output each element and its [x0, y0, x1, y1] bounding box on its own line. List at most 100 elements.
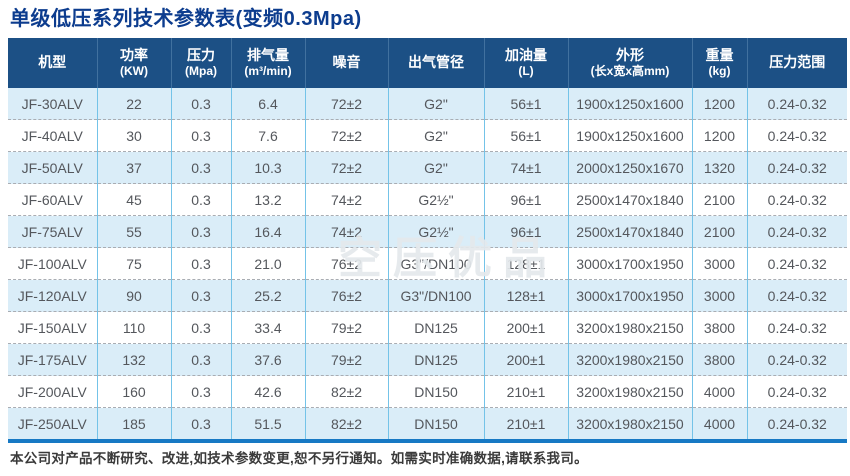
cell-oil: 96±1 — [484, 183, 569, 216]
cell-pressure: 0.3 — [171, 247, 232, 280]
cell-model: JF-30ALV — [8, 88, 98, 120]
cell-pressure-range: 0.24-0.32 — [747, 215, 847, 248]
col-header-outlet: 出气管径 — [388, 38, 485, 88]
cell-pressure-range: 0.24-0.32 — [747, 279, 847, 312]
cell-weight: 3800 — [692, 343, 748, 376]
cell-model: JF-150ALV — [8, 311, 98, 344]
cell-outlet: G3"/DN100 — [388, 247, 485, 280]
cell-noise: 72±2 — [305, 119, 389, 152]
cell-outlet: DN150 — [388, 375, 485, 408]
cell-oil: 128±1 — [484, 247, 569, 280]
table-body: JF-30ALV 22 0.3 6.4 72±2 G2" 56±1 1900x1… — [8, 88, 847, 441]
cell-weight: 1320 — [692, 151, 748, 184]
cell-noise: 74±2 — [305, 183, 389, 216]
table-row: JF-175ALV 132 0.3 37.6 79±2 DN125 200±1 … — [8, 343, 847, 376]
cell-pressure: 0.3 — [171, 183, 232, 216]
col-header-dimensions: 外形 (长x宽x高mm) — [568, 38, 693, 88]
page-title: 单级低压系列技术参数表(变频0.3Mpa) — [10, 8, 362, 30]
cell-pressure-range: 0.24-0.32 — [747, 247, 847, 280]
table-row: JF-50ALV 37 0.3 10.3 72±2 G2" 74±1 2000x… — [8, 151, 847, 184]
cell-displacement: 7.6 — [231, 119, 306, 152]
cell-pressure-range: 0.24-0.32 — [747, 343, 847, 376]
cell-oil: 56±1 — [484, 88, 569, 120]
col-sublabel: (KW) — [120, 64, 148, 79]
cell-model: JF-60ALV — [8, 183, 98, 216]
col-label: 出气管径 — [408, 54, 464, 71]
table-row: JF-75ALV 55 0.3 16.4 74±2 G2½" 96±1 2500… — [8, 215, 847, 248]
cell-outlet: G2" — [388, 88, 485, 120]
table-row: JF-200ALV 160 0.3 42.6 82±2 DN150 210±1 … — [8, 375, 847, 408]
cell-oil: 96±1 — [484, 215, 569, 248]
cell-noise: 72±2 — [305, 88, 389, 120]
cell-displacement: 10.3 — [231, 151, 306, 184]
cell-outlet: G3"/DN100 — [388, 279, 485, 312]
cell-power: 45 — [97, 183, 172, 216]
cell-displacement: 21.0 — [231, 247, 306, 280]
table-row: JF-120ALV 90 0.3 25.2 76±2 G3"/DN100 128… — [8, 279, 847, 312]
cell-noise: 76±2 — [305, 279, 389, 312]
cell-weight: 3000 — [692, 279, 748, 312]
cell-power: 185 — [97, 407, 172, 441]
col-header-noise: 噪音 — [305, 38, 389, 88]
cell-displacement: 25.2 — [231, 279, 306, 312]
table-row: JF-100ALV 75 0.3 21.0 76±2 G3"/DN100 128… — [8, 247, 847, 280]
cell-model: JF-200ALV — [8, 375, 98, 408]
cell-outlet: DN125 — [388, 311, 485, 344]
table-row: JF-40ALV 30 0.3 7.6 72±2 G2" 56±1 1900x1… — [8, 119, 847, 152]
cell-displacement: 51.5 — [231, 407, 306, 441]
cell-displacement: 16.4 — [231, 215, 306, 248]
cell-weight: 2100 — [692, 183, 748, 216]
cell-weight: 4000 — [692, 407, 748, 441]
footer-note: 本公司对产品不断研究、改进,如技术参数变更,恕不另行通知。如需实时准确数据,请联… — [10, 451, 588, 466]
cell-noise: 79±2 — [305, 311, 389, 344]
cell-outlet: G2½" — [388, 215, 485, 248]
cell-power: 37 — [97, 151, 172, 184]
cell-oil: 200±1 — [484, 343, 569, 376]
cell-pressure: 0.3 — [171, 279, 232, 312]
cell-dimensions: 3200x1980x2150 — [568, 311, 693, 344]
cell-pressure-range: 0.24-0.32 — [747, 375, 847, 408]
cell-model: JF-100ALV — [8, 247, 98, 280]
cell-pressure: 0.3 — [171, 311, 232, 344]
col-label: 排气量 — [247, 46, 289, 63]
col-header-displacement: 排气量 (m³/min) — [231, 38, 306, 88]
cell-model: JF-50ALV — [8, 151, 98, 184]
table-row: JF-150ALV 110 0.3 33.4 79±2 DN125 200±1 … — [8, 311, 847, 344]
cell-pressure: 0.3 — [171, 151, 232, 184]
cell-dimensions: 3200x1980x2150 — [568, 375, 693, 408]
cell-model: JF-40ALV — [8, 119, 98, 152]
cell-outlet: G2" — [388, 151, 485, 184]
col-sublabel: (长x宽x高mm) — [590, 64, 670, 79]
cell-pressure-range: 0.24-0.32 — [747, 311, 847, 344]
cell-pressure-range: 0.24-0.32 — [767, 95, 827, 112]
cell-dimensions: 2500x1470x1840 — [568, 183, 693, 216]
cell-outlet: DN125 — [388, 343, 485, 376]
cell-oil: 200±1 — [484, 311, 569, 344]
cell-dimensions: 1900x1250x1600 — [568, 88, 693, 120]
cell-pressure: 0.3 — [171, 215, 232, 248]
cell-pressure: 0.3 — [171, 88, 232, 120]
col-label: 噪音 — [332, 54, 361, 71]
col-sublabel: (kg) — [708, 64, 731, 79]
cell-pressure: 0.3 — [171, 375, 232, 408]
cell-weight: 1200 — [692, 119, 748, 152]
cell-pressure-range: 0.24-0.32 — [747, 183, 847, 216]
col-label: 机型 — [38, 54, 67, 71]
cell-oil: 56±1 — [484, 119, 569, 152]
cell-power: 22 — [97, 88, 172, 120]
cell-weight: 2100 — [692, 215, 748, 248]
cell-pressure: 0.3 — [171, 407, 232, 441]
cell-power: 75 — [97, 247, 172, 280]
table-row: JF-60ALV 45 0.3 13.2 74±2 G2½" 96±1 2500… — [8, 183, 847, 216]
cell-oil: 74±1 — [484, 151, 569, 184]
col-sublabel: (m³/min) — [244, 64, 292, 79]
header-row: 机型 功率 (KW) 压力 (Mpa) 排气量 (m³/min) 噪音 出气管径 加油… — [8, 38, 847, 88]
cell-model: JF-175ALV — [8, 343, 98, 376]
cell-outlet: DN150 — [388, 407, 485, 441]
table-header: 机型 功率 (KW) 压力 (Mpa) 排气量 (m³/min) 噪音 出气管径 加油… — [8, 38, 847, 88]
cell-dimensions: 2000x1250x1670 — [568, 151, 693, 184]
cell-displacement: 6.4 — [231, 88, 306, 120]
cell-pressure-range: 0.24-0.32 — [747, 407, 847, 441]
cell-pressure-range: 0.24-0.32 — [747, 151, 847, 184]
cell-oil: 128±1 — [484, 279, 569, 312]
